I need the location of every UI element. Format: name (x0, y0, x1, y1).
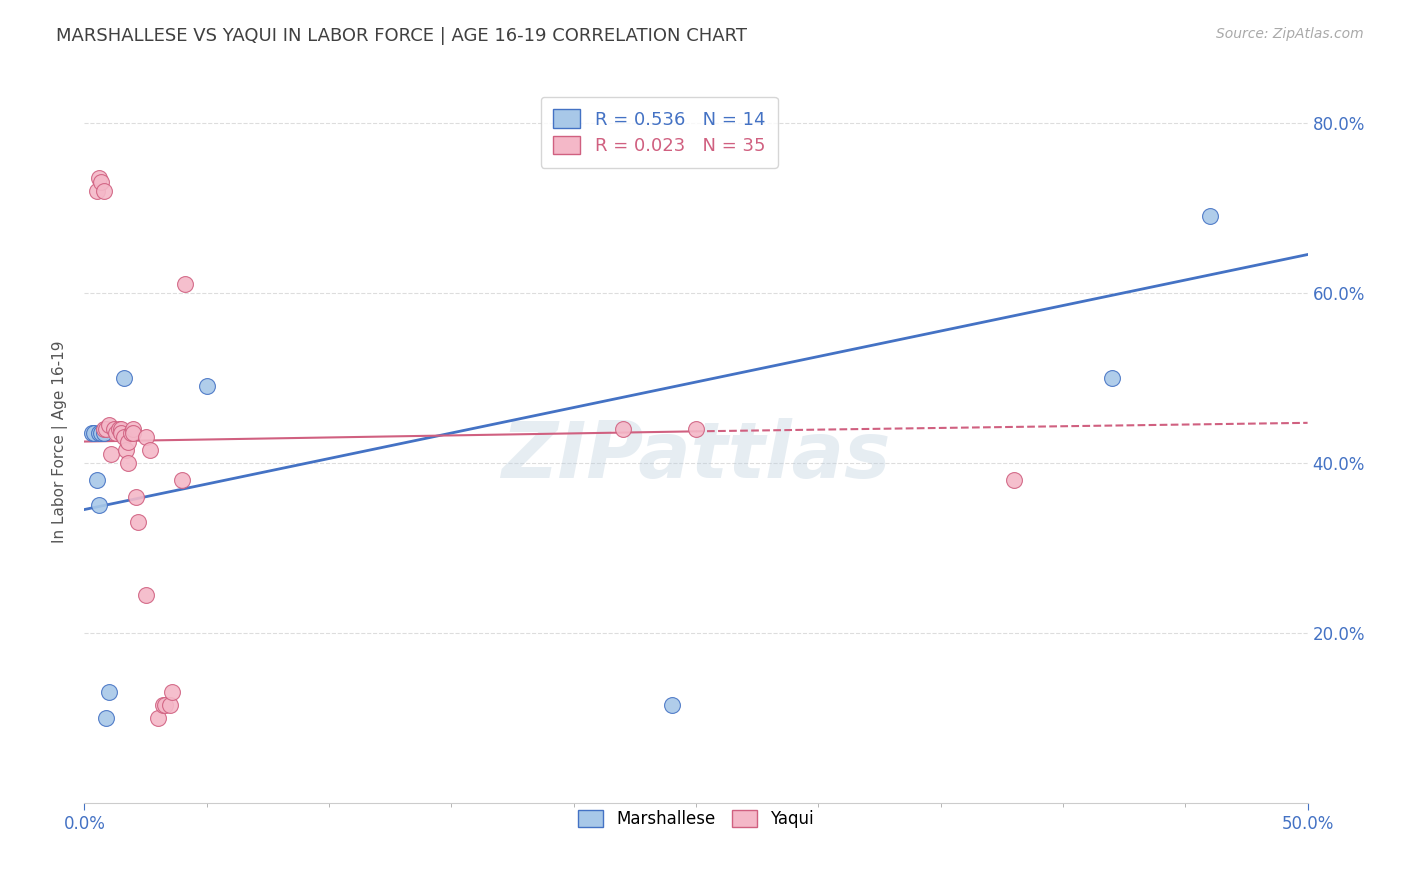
Point (80, 425, 103, 440)
Point (93, 422, 115, 436)
Point (112, 430, 135, 444)
Point (117, 434, 139, 449)
Point (152, 698, 174, 712)
Point (103, 422, 125, 436)
Point (96, 711, 118, 725)
Point (105, 425, 128, 440)
Point (87, 425, 110, 440)
Point (86, 184, 108, 198)
Point (139, 443, 162, 458)
Point (110, 425, 132, 440)
Point (146, 711, 169, 725)
Point (135, 430, 157, 444)
Point (93, 184, 115, 198)
Legend: Marshallese, Yaqui: Marshallese, Yaqui (568, 799, 824, 838)
Point (1002, 473, 1025, 487)
Text: ZIPattlas: ZIPattlas (502, 418, 890, 494)
Point (115, 443, 138, 458)
Point (661, 698, 683, 712)
Point (195, 379, 218, 393)
Point (135, 588, 157, 602)
Point (125, 490, 148, 504)
Point (173, 277, 195, 292)
Point (159, 698, 181, 712)
Point (90, 425, 112, 440)
Point (97, 417, 120, 432)
Point (83, 425, 105, 440)
Point (122, 422, 145, 436)
Point (93, 425, 115, 440)
Point (110, 422, 132, 436)
Text: Source: ZipAtlas.com: Source: ZipAtlas.com (1216, 27, 1364, 41)
Point (127, 516, 149, 530)
Point (90, 175, 112, 189)
Point (87, 498, 110, 512)
Point (87, 171, 110, 186)
Point (122, 425, 145, 440)
Point (162, 685, 184, 699)
Point (97, 685, 120, 699)
Point (172, 473, 194, 487)
Text: MARSHALLESE VS YAQUI IN LABOR FORCE | AGE 16-19 CORRELATION CHART: MARSHALLESE VS YAQUI IN LABOR FORCE | AG… (56, 27, 747, 45)
Point (153, 698, 176, 712)
Point (86, 473, 108, 487)
Point (100, 447, 122, 461)
Point (107, 422, 129, 436)
Point (1198, 209, 1220, 223)
Point (96, 422, 118, 436)
Point (112, 371, 135, 385)
Y-axis label: In Labor Force | Age 16-19: In Labor Force | Age 16-19 (52, 340, 69, 543)
Point (612, 422, 634, 436)
Point (1101, 371, 1123, 385)
Point (120, 425, 142, 440)
Point (685, 422, 707, 436)
Point (117, 456, 139, 470)
